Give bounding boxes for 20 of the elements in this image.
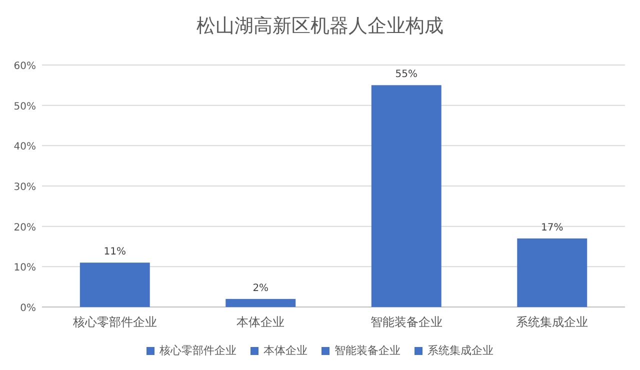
legend-label: 系统集成企业 — [428, 344, 494, 357]
y-tick-label: 40% — [14, 142, 36, 153]
y-tick-label: 50% — [14, 101, 36, 112]
y-tick-label: 30% — [14, 182, 36, 193]
x-tick-label: 本体企业 — [236, 315, 285, 329]
data-label: 11% — [104, 246, 126, 258]
x-tick-label: 核心零部件企业 — [72, 315, 157, 329]
data-label: 2% — [252, 282, 269, 294]
x-tick-label: 系统集成企业 — [516, 315, 588, 329]
legend-label: 核心零部件企业 — [158, 344, 236, 357]
y-tick-label: 10% — [14, 262, 36, 274]
y-tick-label: 20% — [14, 222, 36, 234]
chart-title: 松山湖高新区机器人企业构成 — [196, 15, 444, 37]
legend-label: 本体企业 — [264, 344, 308, 357]
y-tick-label: 60% — [14, 61, 36, 72]
data-label: 55% — [395, 69, 418, 80]
legend-label: 智能装备企业 — [334, 344, 400, 357]
x-tick-label: 智能装备企业 — [370, 315, 442, 329]
data-label: 17% — [541, 222, 564, 234]
y-tick-label: 0% — [20, 303, 36, 314]
